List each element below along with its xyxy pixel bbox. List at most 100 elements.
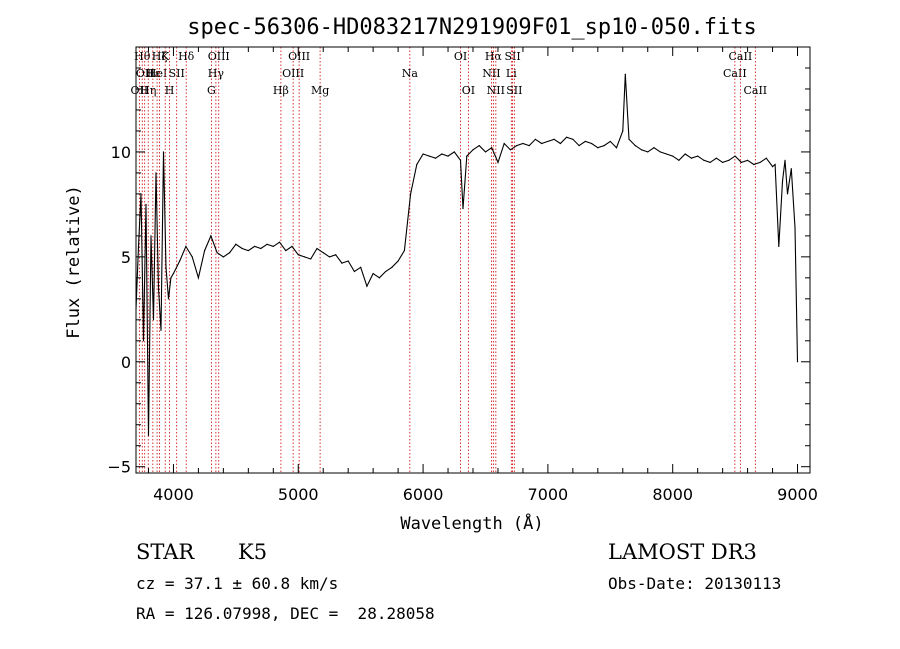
- spectrum-point-0-111: [759, 161, 761, 164]
- spectrum-point-0-70: [509, 149, 512, 151]
- line-marker-label-2: OII: [136, 67, 154, 80]
- spectrum-point-0-58: [441, 153, 443, 155]
- spectrum-point-0-64: [472, 149, 474, 151]
- spectrum-point-0-87: [615, 147, 618, 149]
- spectrum-point-0-73: [528, 145, 530, 147]
- spectrum-point-0-4: [145, 203, 147, 205]
- spectrum-point-0-11: [162, 151, 165, 153]
- line-marker-label-5: HeI: [147, 67, 167, 80]
- x-tick-label-5000: 5000: [278, 485, 319, 504]
- y-tick-label-5: 5: [121, 248, 131, 267]
- y-tick-label-0: 0: [121, 353, 131, 372]
- spectrum-point-0-18: [191, 256, 193, 258]
- spectrum-point-0-97: [672, 155, 674, 157]
- spectrum-point-0-118: [786, 193, 789, 195]
- spectrum-point-0-105: [722, 161, 724, 164]
- spectrum-point-0-46: [366, 285, 368, 287]
- line-marker-label-23: NII: [487, 84, 505, 97]
- line-marker-label-13: OIII: [208, 50, 230, 63]
- spectrum-point-0-57: [434, 157, 437, 159]
- spectrum-point-0-49: [385, 270, 387, 273]
- spectrum-point-0-89: [624, 73, 626, 75]
- spectrum-point-0-108: [740, 161, 742, 164]
- spectrum-point-0-5: [147, 434, 150, 436]
- spectrum-point-0-50: [391, 266, 393, 268]
- line-marker-label-1: Hθ: [134, 50, 151, 63]
- spectrum-point-0-63: [466, 155, 468, 157]
- coordinates: RA = 126.07998, DEC = 28.28058: [136, 604, 435, 623]
- object-subclass: K5: [238, 540, 268, 564]
- plot-frame: [135, 46, 811, 474]
- line-marker-label-24: Li: [506, 67, 517, 80]
- spectrum-point-0-15: [172, 273, 175, 275]
- spectrum-point-0-86: [609, 140, 611, 143]
- spectrum-point-0-74: [534, 138, 537, 140]
- spectrum-point-0-21: [210, 235, 212, 237]
- line-marker-label-16: OIII: [288, 50, 310, 63]
- spectrum-point-0-100: [690, 157, 693, 159]
- spectrum-point-0-67: [491, 147, 493, 149]
- line-marker-label-14: Hβ: [273, 84, 289, 97]
- spectrum-point-0-117: [784, 159, 786, 161]
- spectrum-point-0-45: [360, 266, 362, 268]
- x-tick-label-6000: 6000: [403, 485, 444, 504]
- spectrum-point-0-82: [584, 140, 586, 143]
- spectrum-point-0-43: [347, 260, 349, 262]
- x-tick-label-9000: 9000: [777, 485, 818, 504]
- spectrum-point-0-59: [447, 155, 449, 157]
- spectrum-point-0-104: [715, 157, 717, 159]
- spectrum-point-0-121: [796, 361, 799, 363]
- chart-title: spec-56306-HD083217N291909F01_sp10-050.f…: [187, 15, 757, 40]
- spectrum-point-0-101: [697, 155, 699, 157]
- spectrum-point-0-66: [484, 151, 487, 153]
- spectrum-point-0-88: [622, 130, 624, 132]
- spectrum-point-0-25: [235, 243, 237, 245]
- spectrum-point-0-9: [157, 287, 160, 289]
- spectrum-point-0-37: [310, 258, 312, 260]
- spectrum-point-0-72: [522, 142, 524, 145]
- line-marker-label-21: NII: [482, 67, 500, 80]
- spectrum-point-0-16: [179, 260, 181, 262]
- spectrum-point-0-80: [572, 138, 574, 140]
- spectrum-point-0-12: [165, 266, 167, 268]
- spectrum-point-0-36: [303, 256, 306, 258]
- spectrum-point-0-62: [462, 207, 464, 210]
- spectrum-point-0-91: [634, 145, 636, 147]
- spectrum-point-0-42: [341, 262, 343, 264]
- line-marker-label-7: K: [161, 50, 170, 63]
- spectrum-point-0-22: [216, 252, 218, 254]
- spectrum-point-0-120: [794, 226, 796, 229]
- line-marker-label-25: SII: [504, 50, 520, 63]
- spectrum-point-0-113: [771, 166, 774, 168]
- spectrum-point-0-119: [790, 168, 792, 170]
- line-marker-label-28: CaII: [729, 50, 753, 63]
- y-axis-label: Flux (relative): [64, 185, 84, 339]
- spectrum-point-0-110: [753, 163, 755, 166]
- spectrum-point-0-7: [152, 319, 155, 321]
- line-marker-label-20: OI: [462, 84, 475, 97]
- line-marker-label-8: H: [165, 84, 175, 97]
- spectrum-point-0-3: [142, 340, 145, 342]
- line-marker-label-19: OI: [454, 50, 467, 63]
- line-marker-label-4: Hε: [145, 67, 161, 80]
- line-marker-label-12: Hγ: [208, 67, 225, 80]
- spectrum-point-0-116: [781, 180, 784, 182]
- spectrum-point-0-90: [628, 138, 630, 140]
- line-marker-label-22: Hα: [485, 50, 503, 63]
- spectrum-point-0-34: [291, 245, 293, 247]
- spectrum-point-0-115: [778, 245, 780, 247]
- line-marker-label-3: Hη: [140, 84, 156, 97]
- spectrum-point-0-13: [167, 298, 170, 300]
- spectrum-point-0-26: [241, 247, 243, 250]
- spectrum-point-0-44: [353, 270, 356, 273]
- y-tick-label-10: 10: [111, 143, 131, 162]
- spectrum-point-0-96: [665, 153, 668, 155]
- line-marker-label-11: G: [207, 84, 216, 97]
- x-tick-label-4000: 4000: [153, 485, 194, 504]
- plot-area: OIIHθOIIHηHεHeIHζKHSIIHδGHγOIIIHβOIIIOII…: [107, 46, 818, 504]
- obs-date: Obs-Date: 20130113: [608, 574, 782, 593]
- spectrum-point-0-55: [422, 153, 424, 155]
- spectrum-point-0-54: [416, 163, 418, 166]
- spectrum-point-0-60: [453, 151, 455, 153]
